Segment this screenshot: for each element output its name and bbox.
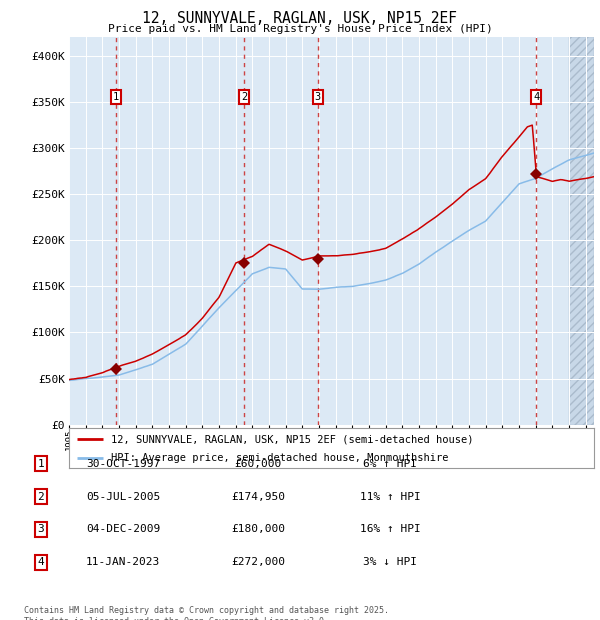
Text: 2: 2 — [37, 492, 44, 502]
Text: 30-OCT-1997: 30-OCT-1997 — [86, 459, 160, 469]
Text: 11% ↑ HPI: 11% ↑ HPI — [359, 492, 421, 502]
Text: 2: 2 — [241, 92, 247, 102]
Text: 4: 4 — [37, 557, 44, 567]
Text: 1: 1 — [113, 92, 119, 102]
Text: Contains HM Land Registry data © Crown copyright and database right 2025.
This d: Contains HM Land Registry data © Crown c… — [24, 606, 389, 620]
Text: £272,000: £272,000 — [231, 557, 285, 567]
Text: 12, SUNNYVALE, RAGLAN, USK, NP15 2EF: 12, SUNNYVALE, RAGLAN, USK, NP15 2EF — [143, 11, 458, 26]
Text: 1: 1 — [37, 459, 44, 469]
Text: 05-JUL-2005: 05-JUL-2005 — [86, 492, 160, 502]
Text: £174,950: £174,950 — [231, 492, 285, 502]
Text: 3% ↓ HPI: 3% ↓ HPI — [363, 557, 417, 567]
Text: 6% ↑ HPI: 6% ↑ HPI — [363, 459, 417, 469]
Text: 04-DEC-2009: 04-DEC-2009 — [86, 525, 160, 534]
Text: 4: 4 — [533, 92, 539, 102]
Bar — [569, 37, 594, 425]
Text: £60,000: £60,000 — [235, 459, 281, 469]
Text: 3: 3 — [314, 92, 321, 102]
Text: 16% ↑ HPI: 16% ↑ HPI — [359, 525, 421, 534]
Text: 12, SUNNYVALE, RAGLAN, USK, NP15 2EF (semi-detached house): 12, SUNNYVALE, RAGLAN, USK, NP15 2EF (se… — [111, 434, 473, 444]
Text: 11-JAN-2023: 11-JAN-2023 — [86, 557, 160, 567]
Text: £180,000: £180,000 — [231, 525, 285, 534]
Text: HPI: Average price, semi-detached house, Monmouthshire: HPI: Average price, semi-detached house,… — [111, 453, 449, 463]
Bar — [569, 37, 594, 425]
Text: 3: 3 — [37, 525, 44, 534]
Text: Price paid vs. HM Land Registry's House Price Index (HPI): Price paid vs. HM Land Registry's House … — [107, 24, 493, 33]
